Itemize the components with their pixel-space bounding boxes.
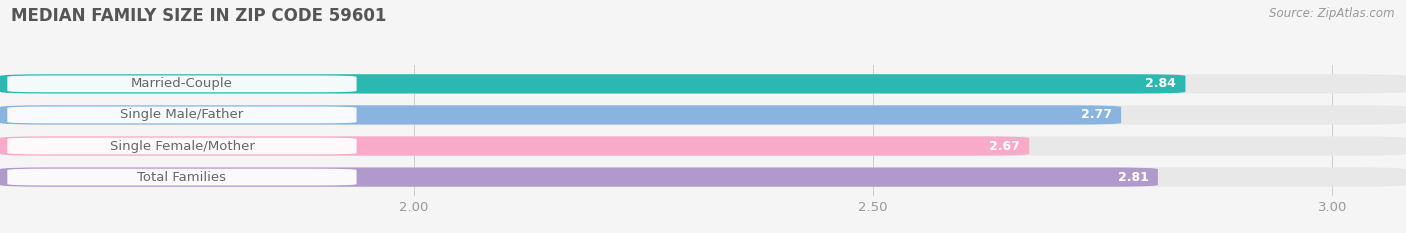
FancyBboxPatch shape [0, 136, 1406, 156]
FancyBboxPatch shape [0, 168, 1406, 187]
Text: Married-Couple: Married-Couple [131, 77, 233, 90]
Text: 2.84: 2.84 [1146, 77, 1177, 90]
Text: Single Female/Mother: Single Female/Mother [110, 140, 254, 153]
FancyBboxPatch shape [0, 105, 1121, 125]
Text: Source: ZipAtlas.com: Source: ZipAtlas.com [1270, 7, 1395, 20]
FancyBboxPatch shape [0, 74, 1406, 93]
FancyBboxPatch shape [7, 169, 357, 185]
FancyBboxPatch shape [7, 106, 357, 123]
Text: 2.81: 2.81 [1118, 171, 1149, 184]
FancyBboxPatch shape [7, 75, 357, 92]
FancyBboxPatch shape [0, 105, 1406, 125]
Text: 2.77: 2.77 [1081, 108, 1112, 121]
Text: 2.67: 2.67 [990, 140, 1019, 153]
Text: MEDIAN FAMILY SIZE IN ZIP CODE 59601: MEDIAN FAMILY SIZE IN ZIP CODE 59601 [11, 7, 387, 25]
FancyBboxPatch shape [7, 138, 357, 154]
FancyBboxPatch shape [0, 168, 1159, 187]
Text: Total Families: Total Families [138, 171, 226, 184]
FancyBboxPatch shape [0, 74, 1185, 93]
Text: Single Male/Father: Single Male/Father [121, 108, 243, 121]
FancyBboxPatch shape [0, 136, 1029, 156]
